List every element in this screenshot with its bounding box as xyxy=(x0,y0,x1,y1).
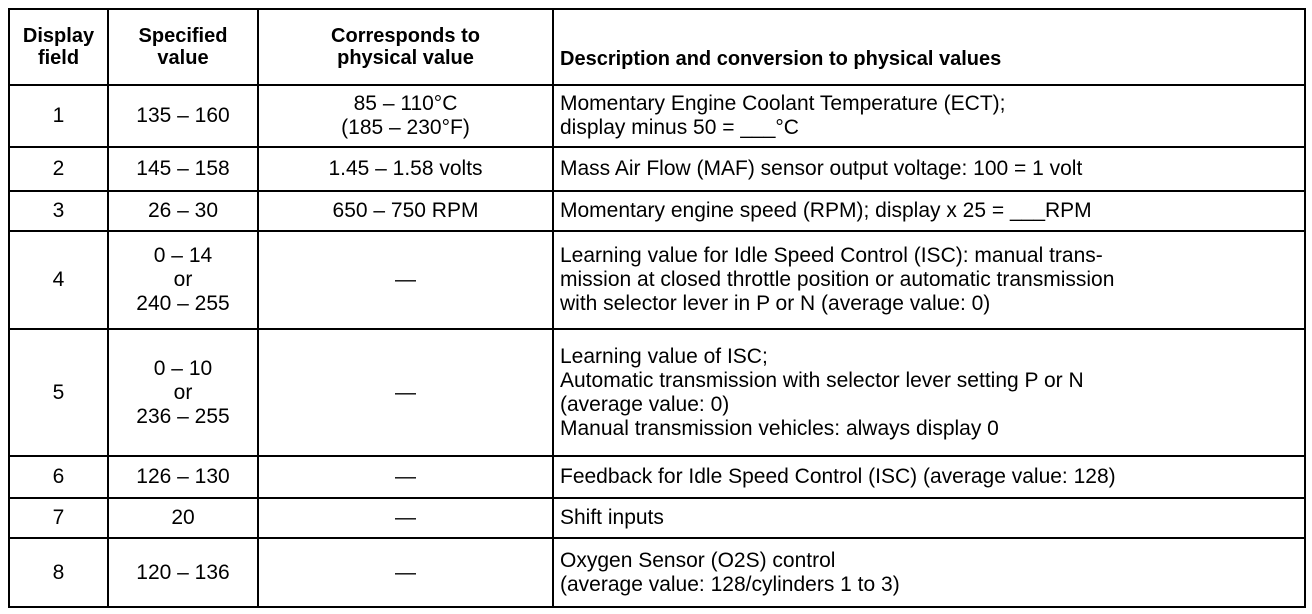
cell-text: — xyxy=(395,268,416,291)
physical-cell: — xyxy=(257,537,554,608)
cell-text: or xyxy=(173,380,193,404)
physical-cell: — xyxy=(257,230,554,330)
physical-cell: — xyxy=(257,455,554,499)
table-row: 7 20 — Shift inputs xyxy=(8,497,1306,539)
cell-text: Description and conversion to physical v… xyxy=(560,48,1002,70)
table-row: 4 0 – 14 or 240 – 255 — Learning value for Id… xyxy=(8,230,1306,330)
cell-text: Manual transmission vehicles: always dis… xyxy=(560,416,999,440)
description-cell: Oxygen Sensor (O2S) control (average valu… xyxy=(552,537,1306,608)
description-cell: Momentary Engine Coolant Temperature (EC… xyxy=(552,84,1306,148)
physical-cell: 650 – 750 RPM xyxy=(257,190,554,232)
specified-cell: 0 – 14 or 240 – 255 xyxy=(107,230,259,330)
cell-text: 650 – 750 RPM xyxy=(332,199,479,222)
cell-text: (185 – 230°F) xyxy=(341,116,470,139)
table-row: 5 0 – 10 or 236 – 255 — Learning value of ISC… xyxy=(8,328,1306,457)
description-cell: Momentary engine speed (RPM); display x … xyxy=(552,190,1306,232)
field-cell: 4 xyxy=(8,230,109,330)
cell-text: Momentary engine speed (RPM); display x … xyxy=(560,199,1092,222)
cell-text: — xyxy=(395,380,416,404)
cell-text: — xyxy=(395,465,416,488)
cell-text: display minus 50 = ___°C xyxy=(560,116,799,139)
specified-cell: 145 – 158 xyxy=(107,146,259,192)
description-cell: Mass Air Flow (MAF) sensor output voltag… xyxy=(552,146,1306,192)
cell-text: Corresponds to xyxy=(331,25,480,47)
cell-text: with selector lever in P or N (average v… xyxy=(560,292,991,315)
cell-text: 2 xyxy=(52,157,65,180)
field-cell: 8 xyxy=(8,537,109,608)
description-cell: Description and conversion to physical v… xyxy=(552,8,1306,86)
table-row: 3 26 – 30 650 – 750 RPM Momentary engine sp… xyxy=(8,190,1306,232)
cell-text: 4 xyxy=(52,268,65,291)
table-container: Display field Specified value Corresponds to… xyxy=(8,8,1306,608)
cell-text: 8 xyxy=(52,560,65,584)
field-cell: 7 xyxy=(8,497,109,539)
cell-text: Oxygen Sensor (O2S) control xyxy=(560,548,836,572)
cell-text: 120 – 136 xyxy=(136,560,230,584)
cell-text: (average value: 0) xyxy=(560,392,730,416)
specified-cell: 135 – 160 xyxy=(107,84,259,148)
cell-text: Shift inputs xyxy=(560,506,664,529)
description-cell: Learning value of ISC; Automatic transmis… xyxy=(552,328,1306,457)
cell-text: 135 – 160 xyxy=(136,104,230,127)
cell-text: field xyxy=(37,47,80,69)
table-row: 2 145 – 158 1.45 – 1.58 volts Mass Air Flow… xyxy=(8,146,1306,192)
field-cell: 2 xyxy=(8,146,109,192)
cell-text: Specified xyxy=(138,25,228,47)
cell-text: 26 – 30 xyxy=(147,199,219,222)
physical-cell: Corresponds to physical value xyxy=(257,8,554,86)
cell-text: 6 xyxy=(52,465,65,488)
cell-text: — xyxy=(395,506,416,529)
cell-text: (average value: 128/cylinders 1 to 3) xyxy=(560,572,900,596)
specified-cell: 126 – 130 xyxy=(107,455,259,499)
physical-cell: 1.45 – 1.58 volts xyxy=(257,146,554,192)
cell-text: value xyxy=(157,47,209,69)
cell-text: Mass Air Flow (MAF) sensor output voltag… xyxy=(560,157,1083,180)
cell-text: Momentary Engine Coolant Temperature (EC… xyxy=(560,92,1006,115)
specified-cell: Specified value xyxy=(107,8,259,86)
description-cell: Learning value for Idle Speed Control (I… xyxy=(552,230,1306,330)
specified-cell: 26 – 30 xyxy=(107,190,259,232)
description-cell: Feedback for Idle Speed Control (ISC) (a… xyxy=(552,455,1306,499)
field-cell: 3 xyxy=(8,190,109,232)
cell-text: 20 xyxy=(171,506,195,529)
physical-cell: — xyxy=(257,328,554,457)
cell-text: 7 xyxy=(52,506,65,529)
table-row: 8 120 – 136 — Oxygen Sensor (O2S) control (a… xyxy=(8,537,1306,608)
cell-text: 5 xyxy=(52,380,65,404)
cell-text: 240 – 255 xyxy=(136,292,230,315)
cell-text: 0 – 14 xyxy=(153,244,213,267)
cell-text: Feedback for Idle Speed Control (ISC) (a… xyxy=(560,465,1116,488)
cell-text: Automatic transmission with selector lev… xyxy=(560,368,1084,392)
cell-text: Learning value for Idle Speed Control (I… xyxy=(560,244,1103,267)
cell-text: 1.45 – 1.58 volts xyxy=(328,157,483,180)
specified-cell: 120 – 136 xyxy=(107,537,259,608)
cell-text: 0 – 10 xyxy=(153,356,213,380)
table: Display field Specified value Corresponds to… xyxy=(8,8,1306,608)
cell-text: 145 – 158 xyxy=(136,157,230,180)
field-cell: 1 xyxy=(8,84,109,148)
specified-cell: 0 – 10 or 236 – 255 xyxy=(107,328,259,457)
field-cell: 6 xyxy=(8,455,109,499)
cell-text: Display xyxy=(22,25,95,47)
cell-text: 126 – 130 xyxy=(136,465,230,488)
table-row: 6 126 – 130 — Feedback for Idle Speed Contr… xyxy=(8,455,1306,499)
header-row: Display field Specified value Corresponds to… xyxy=(8,8,1306,86)
cell-text: — xyxy=(395,560,416,584)
cell-text: 3 xyxy=(52,199,65,222)
field-cell: 5 xyxy=(8,328,109,457)
cell-text: physical value xyxy=(337,47,474,69)
cell-text: mission at closed throttle position or a… xyxy=(560,268,1115,291)
physical-cell: — xyxy=(257,497,554,539)
table-row: 1 135 – 160 85 – 110°C (185 – 230°F) Momenta… xyxy=(8,84,1306,148)
cell-text: or xyxy=(173,268,193,291)
field-cell: Display field xyxy=(8,8,109,86)
cell-text: Learning value of ISC; xyxy=(560,344,768,368)
physical-cell: 85 – 110°C (185 – 230°F) xyxy=(257,84,554,148)
cell-text: 85 – 110°C xyxy=(353,92,458,115)
description-cell: Shift inputs xyxy=(552,497,1306,539)
specified-cell: 20 xyxy=(107,497,259,539)
cell-text: 236 – 255 xyxy=(136,404,230,428)
cell-text: 1 xyxy=(52,104,65,127)
